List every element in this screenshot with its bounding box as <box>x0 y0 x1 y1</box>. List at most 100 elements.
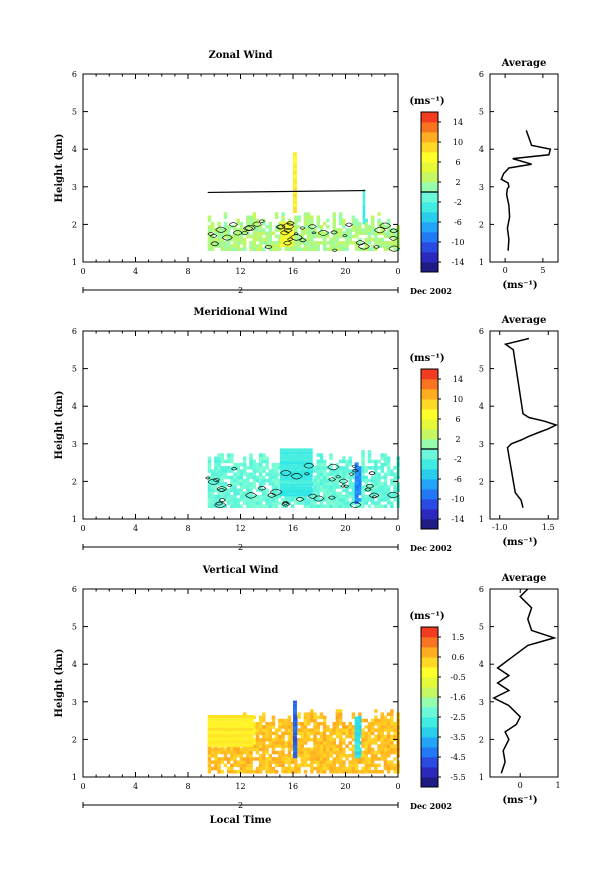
heatmap-cell <box>377 221 381 226</box>
heatmap-cell <box>319 241 324 245</box>
heatmap-cell <box>370 763 375 768</box>
heatmap-cell <box>358 770 362 774</box>
heatmap-cell <box>303 215 308 219</box>
heatmap-cell <box>274 757 279 761</box>
heatmap-cell <box>338 718 343 723</box>
contour-line <box>299 226 306 230</box>
heatmap-cell <box>383 728 388 732</box>
heatmap-cell <box>297 501 301 505</box>
heatmap-cell <box>364 738 368 742</box>
heatmap-cell <box>361 472 365 476</box>
heatmap-feature-cell <box>293 161 297 166</box>
heatmap-cell <box>380 462 384 467</box>
heatmap-cell <box>380 456 384 460</box>
heatmap-cell <box>210 228 215 232</box>
heatmap-cell <box>274 494 279 499</box>
heatmap-cell <box>255 221 260 226</box>
heatmap-cell <box>380 757 384 761</box>
heatmap-cell <box>246 757 250 761</box>
heatmap-cell <box>278 741 282 745</box>
heatmap-cell <box>246 475 250 480</box>
x-tick-label: 4 <box>133 524 138 533</box>
heatmap-cell <box>223 244 228 248</box>
heatmap-cell <box>233 750 237 755</box>
heatmap-cell <box>319 734 324 739</box>
heatmap-cell <box>345 228 349 232</box>
colorbar-band <box>421 132 438 143</box>
heatmap-cell <box>383 763 388 768</box>
heatmap-cell <box>303 244 308 248</box>
heatmap-cell <box>233 498 237 502</box>
contour-line <box>280 230 290 236</box>
heatmap-cell <box>217 501 221 505</box>
heatmap-cell <box>236 498 240 502</box>
colorbar-band <box>421 222 438 233</box>
x-tick-label: 8 <box>185 782 190 791</box>
heatmap-cell <box>326 741 330 745</box>
heatmap-cell <box>374 715 378 720</box>
heatmap-cell <box>364 763 368 768</box>
heatmap-cell <box>252 466 256 470</box>
heatmap-cell <box>246 225 250 229</box>
heatmap-cell <box>380 485 384 489</box>
colorbar-band <box>421 122 438 133</box>
heatmap-cell <box>249 453 253 457</box>
heatmap-cell <box>278 221 282 226</box>
heatmap-cell <box>207 766 212 771</box>
heatmap-cell <box>316 741 320 745</box>
heatmap-cell <box>306 234 311 239</box>
heatmap-feature-cell <box>293 729 297 733</box>
heatmap-cell <box>390 766 394 771</box>
heatmap-cell <box>335 244 340 248</box>
heatmap-cell <box>393 231 397 235</box>
heatmap-cell <box>220 760 224 764</box>
heatmap-cell <box>210 494 215 499</box>
heatmap-cell <box>383 715 388 720</box>
heatmap-cell <box>306 754 311 758</box>
heatmap-cell <box>265 491 269 496</box>
heatmap-cell <box>249 234 253 239</box>
heatmap-cell <box>274 469 279 473</box>
colorbar-units: (ms⁻¹) <box>409 611 444 622</box>
heatmap-feature-cell <box>354 726 360 730</box>
heatmap-cell <box>380 728 384 732</box>
heatmap-cell <box>393 475 397 480</box>
heatmap-cell <box>233 244 237 248</box>
heatmap-cell <box>300 722 304 726</box>
heatmap-cell <box>268 770 272 774</box>
contour-line <box>328 495 336 500</box>
heatmap-cell <box>361 718 365 723</box>
colorbar-band <box>421 252 438 263</box>
contour-line <box>215 226 227 233</box>
heatmap-feature-cell <box>293 723 297 727</box>
heatmap-cell <box>326 744 330 748</box>
heatmap-cell <box>233 504 237 508</box>
colorbar-band <box>421 212 438 223</box>
heatmap-cell <box>326 760 330 764</box>
heatmap-cell <box>329 750 333 755</box>
heatmap-cell <box>230 469 234 473</box>
heatmap-cell <box>367 728 372 732</box>
heatmap-cell <box>297 731 301 736</box>
heatmap-feature-cell <box>293 713 297 717</box>
heatmap-cell <box>233 501 237 505</box>
heatmap-cell <box>239 472 244 476</box>
heatmap-cell <box>345 504 349 508</box>
heatmap-feature-cell <box>279 234 294 238</box>
heatmap-cell <box>377 218 381 223</box>
heatmap-cell <box>217 504 221 508</box>
heatmap-cell <box>332 501 336 505</box>
heatmap-cell <box>278 722 282 726</box>
heatmap-cell <box>364 228 368 232</box>
heatmap-cell <box>377 501 381 505</box>
heatmap-cell <box>252 744 256 748</box>
heatmap-cell <box>386 728 391 732</box>
heatmap-cell <box>370 475 375 480</box>
x-tick-label: 16 <box>288 524 298 533</box>
heatmap-cell <box>342 247 346 251</box>
heatmap-cell <box>271 741 276 745</box>
heatmap-cell <box>351 763 356 768</box>
heatmap-cell <box>210 488 215 492</box>
y-tick-label: 4 <box>72 660 77 669</box>
heatmap-cell <box>322 459 327 464</box>
